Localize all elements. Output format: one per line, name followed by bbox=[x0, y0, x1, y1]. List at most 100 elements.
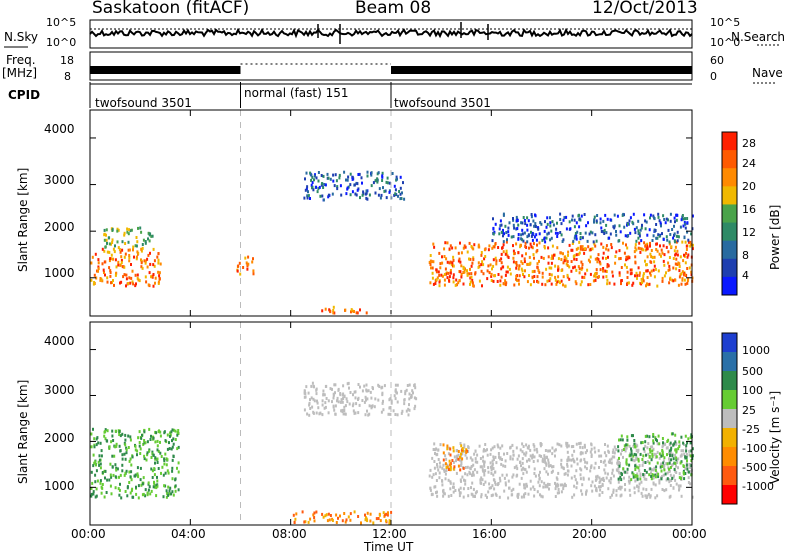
data-cell bbox=[519, 461, 521, 464]
data-cell bbox=[150, 234, 153, 238]
data-cell bbox=[166, 491, 169, 495]
data-cell bbox=[452, 255, 455, 259]
data-cell bbox=[645, 269, 648, 273]
data-cell bbox=[513, 251, 516, 255]
data-cell bbox=[517, 237, 520, 241]
data-cell bbox=[343, 412, 346, 416]
data-cell bbox=[474, 449, 477, 453]
data-cell bbox=[163, 430, 166, 434]
data-cell bbox=[147, 481, 150, 485]
data-cell bbox=[516, 227, 519, 230]
data-cell bbox=[503, 489, 506, 493]
data-cell bbox=[668, 478, 671, 482]
data-cell bbox=[583, 213, 586, 216]
data-cell bbox=[449, 453, 452, 457]
data-cell bbox=[626, 257, 629, 261]
data-cell bbox=[500, 275, 503, 279]
data-cell bbox=[310, 178, 313, 182]
data-cell bbox=[598, 493, 601, 497]
data-cell bbox=[681, 270, 684, 274]
data-cell bbox=[447, 478, 450, 482]
data-cell bbox=[463, 266, 466, 270]
data-cell bbox=[364, 513, 366, 517]
data-cell bbox=[104, 260, 107, 264]
data-cell bbox=[332, 311, 335, 315]
data-cell bbox=[590, 453, 593, 457]
data-cell bbox=[530, 245, 533, 249]
data-cell bbox=[646, 245, 649, 249]
data-cell bbox=[370, 173, 373, 177]
data-cell bbox=[480, 253, 483, 257]
data-cell bbox=[503, 282, 506, 286]
data-cell bbox=[127, 232, 130, 236]
data-cell bbox=[312, 188, 315, 192]
data-cell bbox=[469, 280, 472, 284]
data-cell bbox=[156, 475, 158, 479]
data-cell bbox=[357, 173, 360, 176]
data-cell bbox=[467, 487, 470, 490]
data-cell bbox=[129, 281, 132, 285]
data-cell bbox=[521, 450, 524, 454]
data-cell bbox=[605, 223, 608, 227]
data-cell bbox=[305, 385, 308, 389]
pcb-tick-2: 20 bbox=[742, 180, 756, 193]
data-cell bbox=[463, 445, 466, 449]
data-cell bbox=[618, 249, 621, 253]
data-cell bbox=[649, 445, 652, 449]
data-cell bbox=[325, 397, 328, 400]
data-cell bbox=[505, 281, 508, 285]
data-cell bbox=[562, 283, 564, 287]
data-cell bbox=[549, 449, 551, 453]
data-cell bbox=[502, 212, 505, 216]
data-cell bbox=[661, 437, 664, 440]
data-cell bbox=[592, 279, 595, 283]
data-cell bbox=[686, 454, 688, 458]
data-cell bbox=[671, 432, 674, 436]
data-cell bbox=[344, 308, 347, 312]
data-cell bbox=[176, 431, 179, 434]
data-cell bbox=[341, 519, 344, 523]
data-cell bbox=[686, 279, 689, 283]
data-cell bbox=[525, 451, 528, 455]
data-cell bbox=[146, 440, 149, 444]
data-cell bbox=[447, 271, 450, 275]
data-cell bbox=[587, 221, 589, 225]
data-cell bbox=[449, 465, 452, 469]
data-cell bbox=[587, 245, 590, 249]
data-cell bbox=[123, 273, 126, 277]
data-cell bbox=[95, 276, 98, 280]
data-cell bbox=[557, 488, 560, 491]
data-cell bbox=[111, 238, 114, 242]
data-cell bbox=[650, 458, 653, 462]
data-cell bbox=[321, 399, 324, 403]
data-cell bbox=[386, 513, 389, 517]
data-cell bbox=[90, 261, 93, 265]
data-cell bbox=[512, 487, 515, 491]
data-cell bbox=[98, 463, 101, 467]
data-cell bbox=[646, 233, 649, 237]
data-cell bbox=[109, 271, 112, 274]
data-cell bbox=[399, 197, 402, 201]
data-cell bbox=[462, 495, 465, 499]
data-cell bbox=[114, 445, 117, 449]
beam-label: Beam 08 bbox=[355, 0, 432, 18]
data-cell bbox=[609, 481, 612, 485]
data-cell bbox=[628, 454, 631, 458]
data-cell bbox=[126, 486, 129, 490]
data-cell bbox=[458, 491, 461, 495]
data-cell bbox=[657, 434, 660, 438]
data-cell bbox=[362, 190, 365, 194]
data-cell bbox=[618, 471, 621, 475]
data-cell bbox=[593, 484, 596, 488]
data-cell bbox=[127, 282, 130, 285]
data-cell bbox=[102, 268, 105, 272]
data-cell bbox=[458, 494, 461, 498]
data-cell bbox=[413, 407, 416, 411]
data-cell bbox=[136, 449, 139, 453]
data-cell bbox=[627, 281, 630, 285]
data-cell bbox=[442, 451, 445, 455]
data-cell bbox=[573, 225, 576, 229]
data-cell bbox=[98, 458, 101, 462]
data-cell bbox=[642, 454, 645, 458]
data-cell bbox=[630, 449, 633, 453]
